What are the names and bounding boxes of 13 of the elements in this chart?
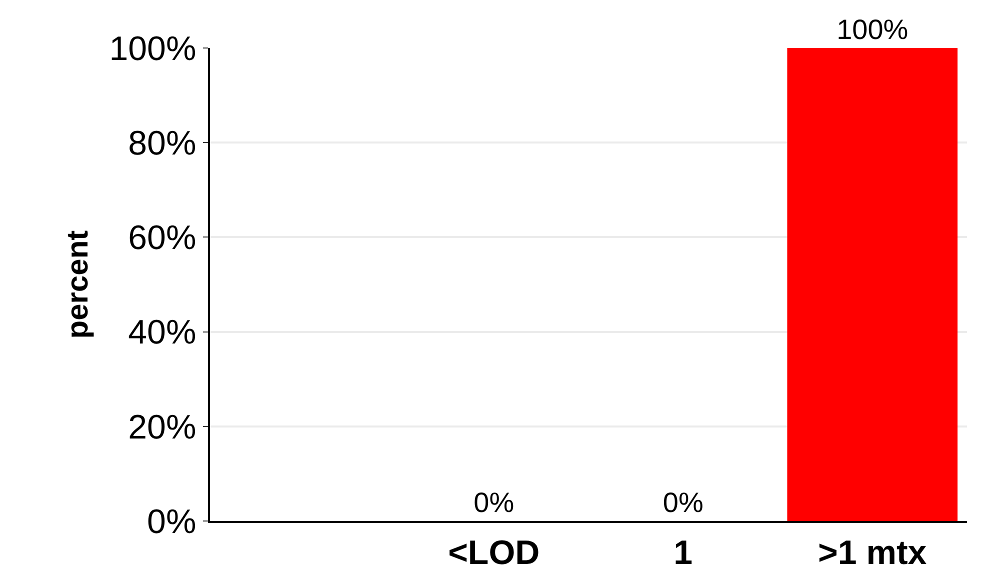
y-axis-title: percent xyxy=(62,230,95,339)
data-label: 0% xyxy=(474,487,514,518)
y-tick-label: 20% xyxy=(128,408,196,446)
y-tick-label: 0% xyxy=(147,502,196,541)
y-tick-label: 80% xyxy=(128,124,196,162)
x-tick-label: >1 mtx xyxy=(818,534,927,572)
y-tick-label: 100% xyxy=(109,30,196,68)
data-label: 0% xyxy=(662,487,704,518)
y-tick-label: 60% xyxy=(128,219,196,258)
x-tick-label: 1 xyxy=(674,534,693,572)
data-label: 100% xyxy=(836,14,908,45)
y-tick-label: 40% xyxy=(128,314,196,352)
x-tick-label: <LOD xyxy=(448,534,540,572)
